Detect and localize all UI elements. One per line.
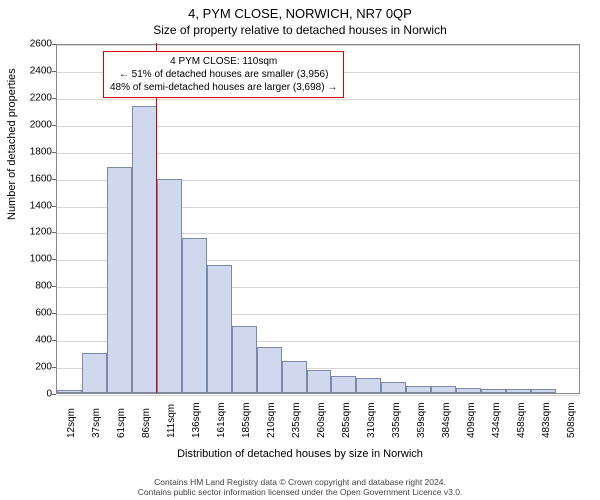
y-tick-mark xyxy=(52,206,56,207)
x-tick-label: 185sqm xyxy=(241,388,252,438)
y-tick-label: 0 xyxy=(8,389,52,400)
y-tick-mark xyxy=(52,394,56,395)
x-tick-label: 285sqm xyxy=(341,388,352,438)
histogram-bar xyxy=(207,265,232,393)
x-tick-label: 111sqm xyxy=(166,388,177,438)
x-tick-label: 483sqm xyxy=(541,388,552,438)
y-tick-label: 1000 xyxy=(8,254,52,265)
y-tick-mark xyxy=(52,340,56,341)
y-tick-mark xyxy=(52,98,56,99)
annotation-box: 4 PYM CLOSE: 110sqm ← 51% of detached ho… xyxy=(103,51,344,98)
y-tick-mark xyxy=(52,125,56,126)
y-tick-mark xyxy=(52,367,56,368)
histogram-bar xyxy=(232,326,257,393)
histogram-bar xyxy=(157,179,182,393)
chart-container: 4, PYM CLOSE, NORWICH, NR7 0QP Size of p… xyxy=(0,0,600,500)
y-tick-label: 800 xyxy=(8,281,52,292)
footer-line2: Contains public sector information licen… xyxy=(0,487,600,498)
x-tick-label: 310sqm xyxy=(366,388,377,438)
x-tick-label: 161sqm xyxy=(216,388,227,438)
histogram-bar xyxy=(82,353,107,393)
y-axis-label: Number of detached properties xyxy=(6,68,18,220)
y-tick-label: 2600 xyxy=(8,39,52,50)
annotation-line3: 48% of semi-detached houses are larger (… xyxy=(110,81,337,94)
y-tick-label: 1400 xyxy=(8,200,52,211)
y-tick-label: 2200 xyxy=(8,92,52,103)
x-tick-label: 359sqm xyxy=(416,388,427,438)
plot-area: 4 PYM CLOSE: 110sqm ← 51% of detached ho… xyxy=(56,44,580,394)
y-tick-label: 1800 xyxy=(8,146,52,157)
x-tick-label: 235sqm xyxy=(291,388,302,438)
y-tick-label: 1600 xyxy=(8,173,52,184)
x-tick-label: 210sqm xyxy=(266,388,277,438)
x-tick-label: 508sqm xyxy=(566,388,577,438)
histogram-bar xyxy=(257,347,282,393)
x-tick-label: 61sqm xyxy=(116,388,127,438)
y-tick-mark xyxy=(52,152,56,153)
x-tick-label: 12sqm xyxy=(66,388,77,438)
histogram-bar xyxy=(182,238,207,393)
y-tick-mark xyxy=(52,44,56,45)
footer: Contains HM Land Registry data © Crown c… xyxy=(0,477,600,498)
x-tick-label: 335sqm xyxy=(391,388,402,438)
y-tick-mark xyxy=(52,259,56,260)
chart-subtitle: Size of property relative to detached ho… xyxy=(0,21,600,37)
y-tick-label: 400 xyxy=(8,335,52,346)
y-tick-mark xyxy=(52,71,56,72)
annotation-line2: ← 51% of detached houses are smaller (3,… xyxy=(110,68,337,81)
x-tick-label: 434sqm xyxy=(491,388,502,438)
x-tick-label: 86sqm xyxy=(141,388,152,438)
annotation-line1: 4 PYM CLOSE: 110sqm xyxy=(110,55,337,68)
y-tick-label: 200 xyxy=(8,362,52,373)
x-tick-label: 37sqm xyxy=(91,388,102,438)
y-tick-label: 600 xyxy=(8,308,52,319)
x-tick-label: 260sqm xyxy=(316,388,327,438)
footer-line1: Contains HM Land Registry data © Crown c… xyxy=(0,477,600,488)
histogram-bar xyxy=(132,106,157,393)
chart-title: 4, PYM CLOSE, NORWICH, NR7 0QP xyxy=(0,0,600,21)
y-tick-mark xyxy=(52,232,56,233)
x-axis-label: Distribution of detached houses by size … xyxy=(0,448,600,460)
gridline xyxy=(57,99,579,100)
y-tick-label: 1200 xyxy=(8,227,52,238)
x-tick-label: 409sqm xyxy=(466,388,477,438)
gridline xyxy=(57,45,579,46)
histogram-bar xyxy=(107,167,132,393)
y-tick-label: 2000 xyxy=(8,119,52,130)
y-tick-label: 2400 xyxy=(8,65,52,76)
y-tick-mark xyxy=(52,313,56,314)
x-tick-label: 458sqm xyxy=(516,388,527,438)
y-tick-mark xyxy=(52,286,56,287)
x-tick-label: 136sqm xyxy=(191,388,202,438)
y-tick-mark xyxy=(52,179,56,180)
x-tick-label: 384sqm xyxy=(441,388,452,438)
